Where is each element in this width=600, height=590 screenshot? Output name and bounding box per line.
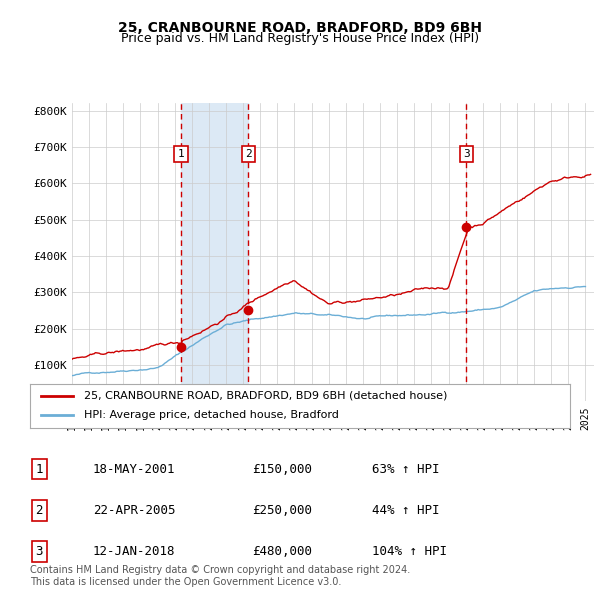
Text: 44% ↑ HPI: 44% ↑ HPI	[372, 504, 439, 517]
Text: 2: 2	[35, 504, 43, 517]
Bar	[181, 103, 248, 401]
Text: 25, CRANBOURNE ROAD, BRADFORD, BD9 6BH: 25, CRANBOURNE ROAD, BRADFORD, BD9 6BH	[118, 21, 482, 35]
Text: Price paid vs. HM Land Registry's House Price Index (HPI): Price paid vs. HM Land Registry's House …	[121, 32, 479, 45]
Text: £250,000: £250,000	[252, 504, 312, 517]
Text: 3: 3	[463, 149, 470, 159]
Text: 12-JAN-2018: 12-JAN-2018	[93, 545, 176, 558]
Text: Contains HM Land Registry data © Crown copyright and database right 2024.
This d: Contains HM Land Registry data © Crown c…	[30, 565, 410, 587]
Text: 63% ↑ HPI: 63% ↑ HPI	[372, 463, 439, 476]
Text: 104% ↑ HPI: 104% ↑ HPI	[372, 545, 447, 558]
Text: HPI: Average price, detached house, Bradford: HPI: Average price, detached house, Brad…	[84, 411, 339, 420]
Text: 2: 2	[245, 149, 251, 159]
Text: 22-APR-2005: 22-APR-2005	[93, 504, 176, 517]
Text: 25, CRANBOURNE ROAD, BRADFORD, BD9 6BH (detached house): 25, CRANBOURNE ROAD, BRADFORD, BD9 6BH (…	[84, 391, 448, 401]
Text: £150,000: £150,000	[252, 463, 312, 476]
Text: 3: 3	[35, 545, 43, 558]
Text: 1: 1	[35, 463, 43, 476]
Text: £480,000: £480,000	[252, 545, 312, 558]
Text: 1: 1	[178, 149, 185, 159]
Text: 18-MAY-2001: 18-MAY-2001	[93, 463, 176, 476]
